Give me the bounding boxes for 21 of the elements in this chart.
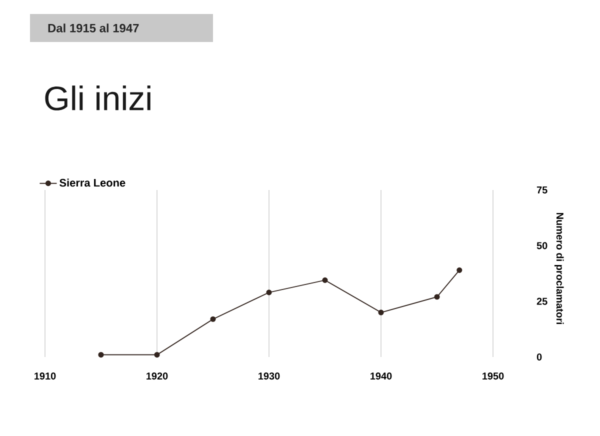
point bbox=[98, 352, 104, 358]
x-tick-label: 1910 bbox=[34, 372, 56, 380]
point bbox=[266, 290, 272, 296]
point bbox=[322, 277, 328, 283]
point bbox=[456, 267, 462, 273]
legend-label: Sierra Leone bbox=[60, 178, 126, 187]
y-tick-label: 0 bbox=[536, 353, 542, 361]
y-tick-label: 25 bbox=[536, 298, 548, 305]
point bbox=[378, 310, 384, 316]
chart-subtitle: Dal 1915 al 1947 bbox=[48, 24, 139, 32]
point bbox=[434, 294, 440, 300]
y-tick-label: 75 bbox=[536, 186, 548, 194]
chart-title: Gli inizi bbox=[45, 86, 150, 110]
y-tick-label: 50 bbox=[536, 242, 548, 250]
x-tick-label: 1930 bbox=[258, 372, 280, 380]
point bbox=[210, 316, 216, 322]
x-tick-label: 1920 bbox=[146, 372, 168, 380]
x-tick-label: 1950 bbox=[482, 372, 504, 380]
y-axis-title: Numero di proclamatori bbox=[554, 212, 564, 324]
x-tick-label: 1940 bbox=[370, 372, 392, 380]
point bbox=[154, 352, 160, 358]
